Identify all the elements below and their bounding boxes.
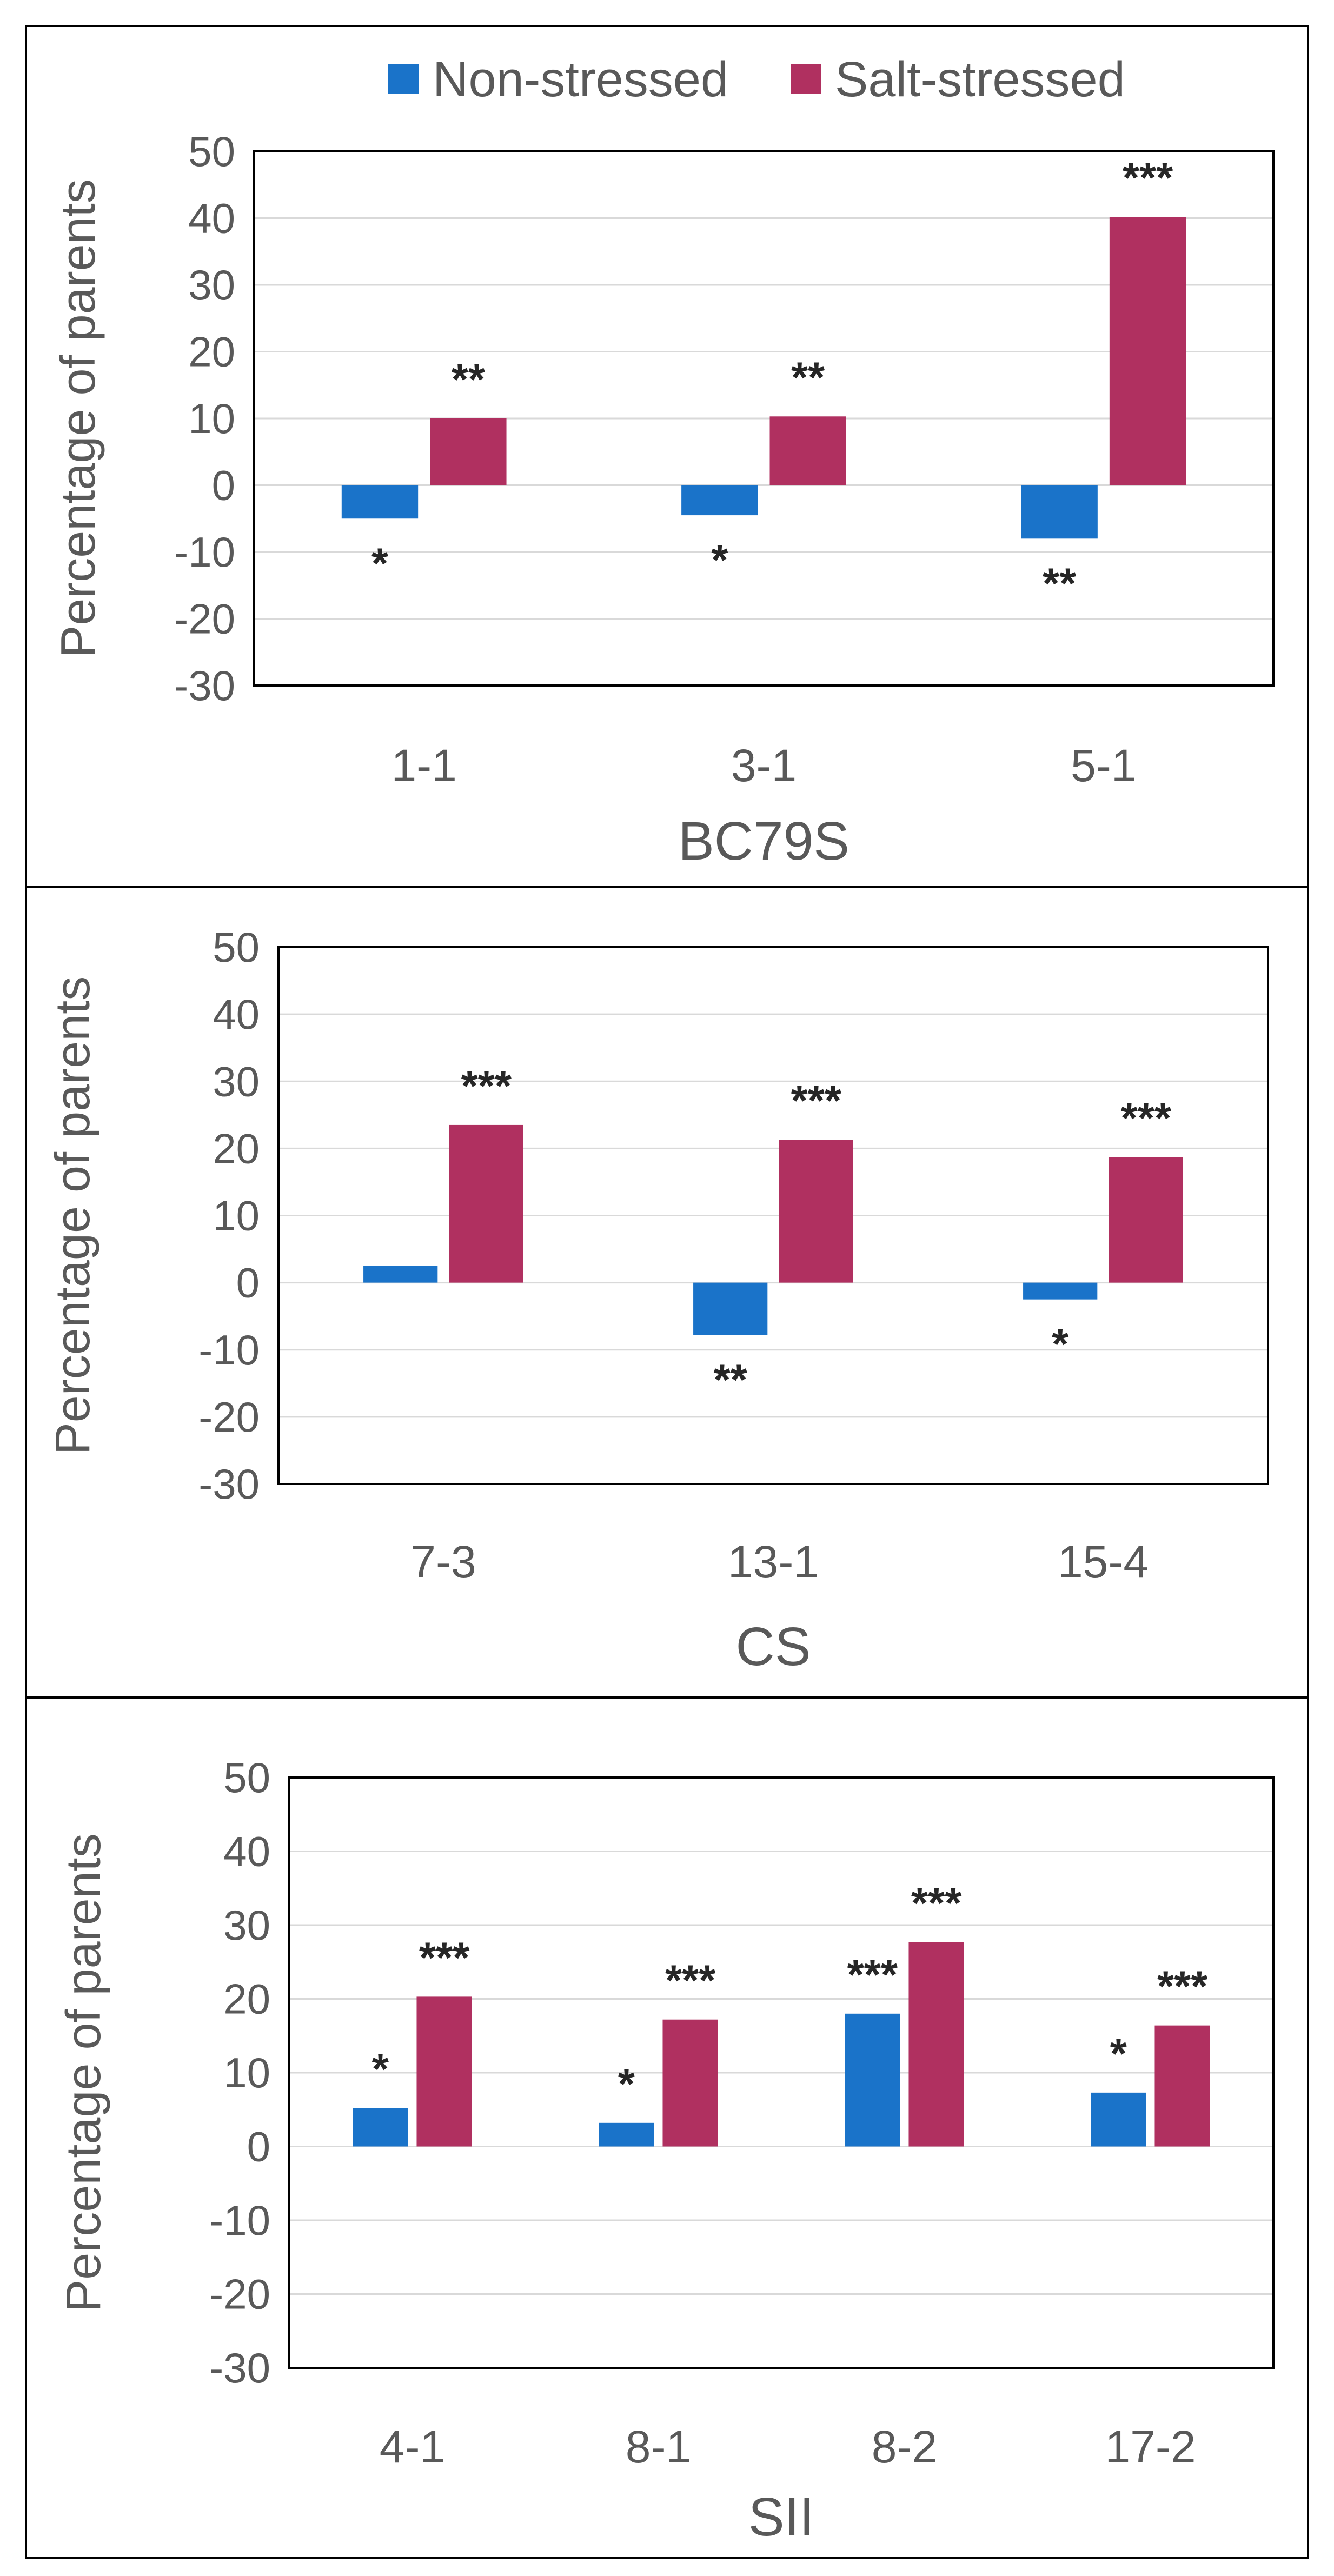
bar-salt-stressed <box>908 1942 964 2147</box>
y-tick-label: -20 <box>209 2271 270 2318</box>
legend-label-non-stressed: Non-stressed <box>433 52 728 107</box>
significance-label: ** <box>714 1355 748 1403</box>
bar-salt-stressed <box>769 416 846 485</box>
group-label: SII <box>748 2487 814 2547</box>
y-tick-label: 30 <box>223 1901 270 1949</box>
plot-area <box>277 946 1269 1485</box>
significance-label: ** <box>452 355 486 403</box>
significance-label: ** <box>1043 559 1077 607</box>
bar-salt-stressed <box>1109 217 1186 485</box>
group-label: CS <box>736 1616 811 1677</box>
x-category-label: 7-3 <box>410 1536 476 1587</box>
y-tick-label: 10 <box>223 2049 270 2096</box>
chart-cs: 50 40 30 20 10 0 -10 -20 -30 Percentage of parent… <box>46 923 1269 1677</box>
y-tick-label: 20 <box>223 1975 270 2023</box>
significance-label: *** <box>1157 1962 1208 2011</box>
y-tick-label: -30 <box>174 662 235 709</box>
bar-salt-stressed <box>416 1996 472 2147</box>
y-tick-label: 20 <box>213 1124 260 1172</box>
bar-non-stressed <box>363 1266 438 1283</box>
x-category-label: 1-1 <box>391 740 456 791</box>
y-tick-label: 50 <box>188 128 235 175</box>
significance-label: * <box>711 536 728 584</box>
x-category-label: 4-1 <box>380 2421 445 2472</box>
y-tick-label: 20 <box>188 328 235 376</box>
x-category-label: 5-1 <box>1071 740 1136 791</box>
bar-non-stressed <box>1023 1282 1098 1300</box>
y-tick-label: 50 <box>223 1754 270 1801</box>
x-category-label: 8-1 <box>626 2421 691 2472</box>
y-tick-label: 40 <box>188 195 235 242</box>
significance-label: * <box>1052 1320 1069 1368</box>
bar-non-stressed <box>1021 485 1098 539</box>
significance-label: *** <box>1123 154 1173 202</box>
y-tick-label: 10 <box>213 1192 260 1240</box>
y-tick-label: -10 <box>198 1326 260 1374</box>
significance-label: *** <box>665 1956 716 2005</box>
bar-salt-stressed <box>449 1124 523 1283</box>
y-axis-label: Percentage of parents <box>57 1833 111 2312</box>
y-tick-label: -20 <box>174 595 235 643</box>
significance-label: *** <box>461 1062 512 1110</box>
y-tick-label: 30 <box>213 1057 260 1105</box>
bar-non-stressed <box>845 2013 900 2147</box>
significance-label: *** <box>1121 1094 1172 1142</box>
legend-swatch-non-stressed <box>388 64 419 94</box>
bar-salt-stressed <box>662 2019 718 2147</box>
significance-label: ** <box>791 353 825 401</box>
plot-area <box>288 1776 1275 2369</box>
bar-non-stressed <box>599 2122 654 2147</box>
y-axis-label: Percentage of parents <box>46 976 100 1455</box>
y-axis-label: Percentage of parents <box>51 179 105 658</box>
significance-label: *** <box>911 1879 962 1927</box>
significance-label: * <box>371 539 389 587</box>
significance-label: * <box>1110 2029 1127 2078</box>
y-tick-label: 0 <box>247 2123 270 2171</box>
x-category-label: 3-1 <box>731 740 797 791</box>
y-tick-label: 50 <box>213 923 260 971</box>
bar-non-stressed <box>1091 2092 1146 2147</box>
legend: Non-stressed Salt-stressed <box>388 52 1125 107</box>
y-tick-label: 40 <box>213 990 260 1038</box>
y-tick-label: -30 <box>209 2344 270 2392</box>
plot-area <box>253 150 1275 687</box>
y-tick-label: 10 <box>188 395 235 442</box>
panel-3-frame <box>25 1696 1309 2559</box>
bar-salt-stressed <box>1154 2025 1210 2147</box>
significance-label: *** <box>419 1933 470 1981</box>
legend-swatch-salt-stressed <box>791 64 821 94</box>
y-tick-label: -10 <box>174 528 235 576</box>
chart-sii: 50 40 30 20 10 0 -10 -20 -30 Percentage of parent… <box>57 1754 1275 2547</box>
y-tick-label: 30 <box>188 261 235 309</box>
bar-salt-stressed <box>430 418 507 485</box>
group-label: BC79S <box>678 811 849 871</box>
y-tick-label: 40 <box>223 1828 270 1875</box>
significance-label: * <box>372 2045 389 2093</box>
y-tick-label: -20 <box>198 1393 260 1441</box>
legend-label-salt-stressed: Salt-stressed <box>835 52 1125 107</box>
bar-non-stressed <box>353 2108 408 2147</box>
chart-bc79s: 50 40 30 20 10 0 -10 -20 -30 Percentage of parent… <box>51 128 1275 871</box>
y-tick-label: -30 <box>198 1460 260 1508</box>
x-category-label: 8-2 <box>872 2421 937 2472</box>
y-tick-label: 0 <box>212 462 235 509</box>
bar-non-stressed <box>681 485 758 516</box>
bar-non-stressed <box>341 485 419 519</box>
bar-non-stressed <box>693 1282 768 1335</box>
x-category-label: 15-4 <box>1058 1536 1149 1587</box>
x-category-label: 13-1 <box>728 1536 819 1587</box>
significance-label: *** <box>791 1076 842 1124</box>
significance-label: *** <box>847 1951 898 1999</box>
y-tick-label: -10 <box>209 2196 270 2244</box>
y-tick-label: 0 <box>236 1259 260 1307</box>
bar-salt-stressed <box>1109 1157 1183 1283</box>
bar-salt-stressed <box>779 1140 853 1283</box>
significance-label: * <box>618 2060 635 2108</box>
x-category-label: 17-2 <box>1105 2421 1196 2472</box>
